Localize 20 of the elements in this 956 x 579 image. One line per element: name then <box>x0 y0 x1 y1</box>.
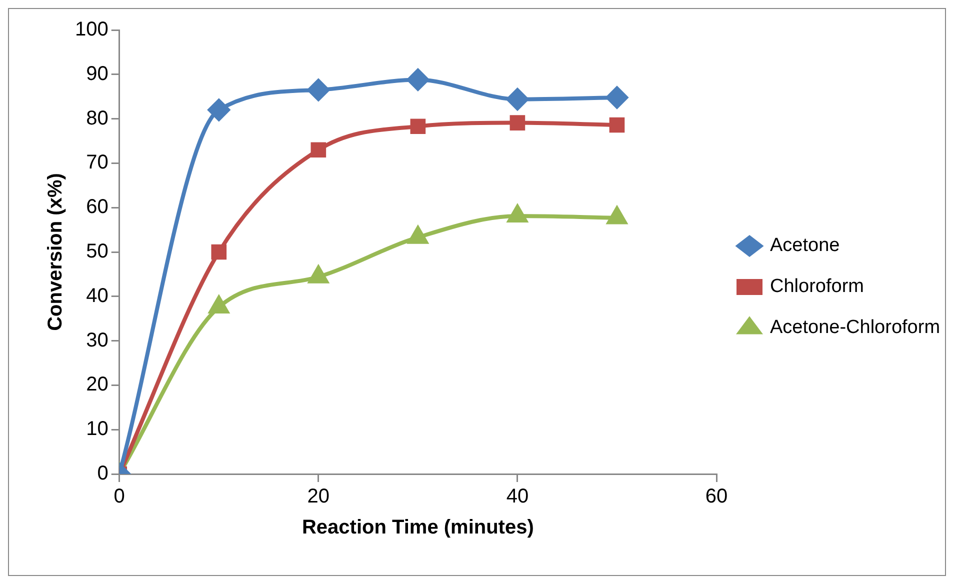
x-tick-label: 20 <box>307 486 330 508</box>
x-tick-label: 40 <box>506 486 529 508</box>
y-tick-label: 80 <box>86 107 108 130</box>
y-tick-label: 40 <box>86 284 108 307</box>
y-tick-label: 10 <box>86 418 108 440</box>
y-axis-title: Conversion (x%) <box>44 173 67 331</box>
y-tick-label: 60 <box>86 196 108 218</box>
x-tick-label: 0 <box>114 486 125 508</box>
legend-label: Acetone <box>770 235 840 256</box>
y-tick-label: 50 <box>86 240 108 263</box>
y-tick-label: 100 <box>74 18 108 41</box>
y-tick-label: 20 <box>86 374 108 396</box>
x-axis-title: Reaction Time (minutes) <box>302 516 534 539</box>
y-tick-label: 90 <box>86 62 108 85</box>
legend-label: Chloroform <box>770 276 864 298</box>
y-tick-label: 70 <box>86 152 108 174</box>
legend-label: Acetone-Chloroform <box>770 317 940 338</box>
x-tick-label: 60 <box>705 486 728 508</box>
y-tick-label: 0 <box>97 462 108 485</box>
y-tick-label: 30 <box>86 329 108 352</box>
